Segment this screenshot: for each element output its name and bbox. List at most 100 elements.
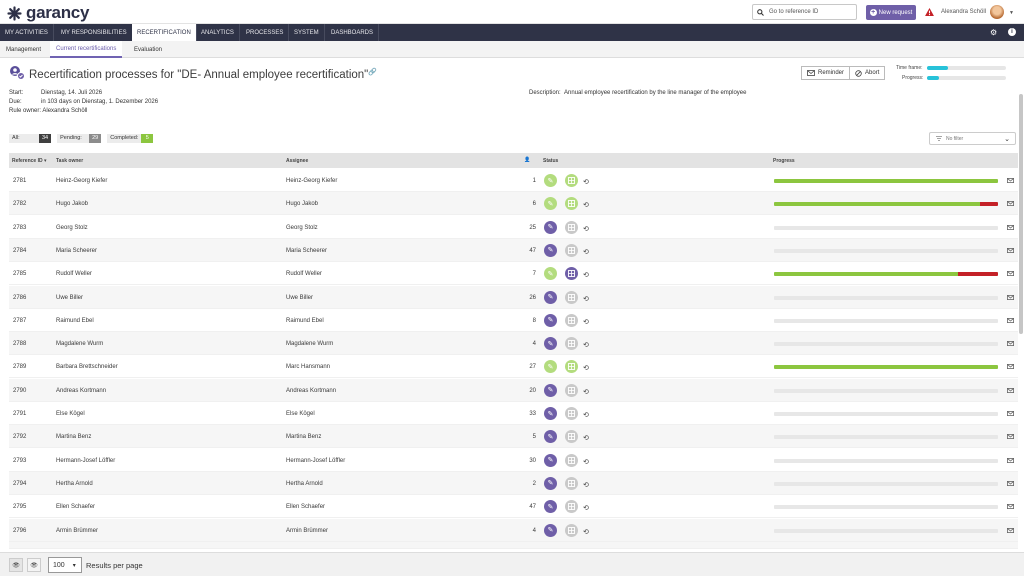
mail-icon[interactable] xyxy=(1007,527,1014,535)
edit-status-icon[interactable]: ✎ xyxy=(544,360,557,374)
nav-analytics[interactable]: ANALYTICS xyxy=(196,24,240,41)
tab-evaluation[interactable]: Evaluation xyxy=(134,46,163,53)
history-icon[interactable]: ⟲ xyxy=(583,342,589,350)
table-row[interactable]: 2795 Ellen Schaefer Ellen Schaefer 47 ✎ ⟲ xyxy=(9,495,1018,519)
edit-status-icon[interactable]: ✎ xyxy=(544,337,557,351)
history-icon[interactable]: ⟲ xyxy=(583,435,589,443)
approval-status-icon[interactable] xyxy=(565,313,578,327)
cell-reference-id[interactable]: 2792 xyxy=(13,434,27,441)
mail-icon[interactable] xyxy=(1007,504,1014,511)
nav-system[interactable]: SYSTEM xyxy=(289,24,325,41)
col-progress[interactable]: Progress xyxy=(773,158,795,164)
approval-status-icon[interactable] xyxy=(565,476,578,490)
mail-icon[interactable] xyxy=(1007,364,1014,371)
table-row[interactable]: 2793 Hermann-Josef Löffler Hermann-Josef L… xyxy=(9,449,1018,472)
cell-reference-id[interactable]: 2786 xyxy=(13,294,27,301)
history-icon[interactable]: ⟲ xyxy=(583,505,589,513)
table-row[interactable]: 2788 Magdalene Wurm Magdalene Wurm 4 ✎ ⟲ xyxy=(9,332,1018,356)
approval-status-icon[interactable] xyxy=(565,383,578,397)
table-row[interactable]: 2786 Uwe Biller Uwe Biller 26 ✎ ⟲ xyxy=(9,285,1018,309)
mail-icon[interactable] xyxy=(1007,457,1014,465)
history-icon[interactable]: ⟲ xyxy=(583,295,589,303)
mail-icon[interactable] xyxy=(1007,480,1014,488)
table-row[interactable]: 2782 Hugo Jakob Hugo Jakob 6 ✎ ⟲ xyxy=(9,192,1018,216)
cell-reference-id[interactable]: 2788 xyxy=(13,341,27,348)
edit-status-icon[interactable]: ✎ xyxy=(544,383,557,397)
approval-status-icon[interactable] xyxy=(565,407,578,420)
history-icon[interactable]: ⟲ xyxy=(583,225,589,233)
col-task-owner[interactable]: Task owner xyxy=(56,158,84,164)
filter-select[interactable]: No filter ⌄ xyxy=(929,132,1016,145)
reminder-button[interactable]: Reminder xyxy=(801,66,851,80)
mail-icon[interactable] xyxy=(1007,224,1014,232)
counter-all[interactable]: All: 34 xyxy=(9,134,52,143)
garancy-logo[interactable]: garancy xyxy=(7,3,89,23)
nav-processes[interactable]: PROCESSES xyxy=(241,24,290,41)
history-icon[interactable]: ⟲ xyxy=(583,318,589,326)
mail-icon[interactable] xyxy=(1007,271,1014,278)
cell-reference-id[interactable]: 2789 xyxy=(13,364,27,371)
mail-icon[interactable] xyxy=(1007,341,1014,348)
warning-icon[interactable] xyxy=(925,8,934,16)
col-reference-id[interactable]: Reference ID ▾ xyxy=(12,158,47,164)
cell-reference-id[interactable]: 2795 xyxy=(13,504,27,511)
edit-status-icon[interactable]: ✎ xyxy=(544,523,557,537)
user-avatar[interactable] xyxy=(990,5,1004,19)
show-visible-button[interactable]: 👁 xyxy=(9,558,23,572)
table-row[interactable]: 2783 Georg Stolz Georg Stolz 25 ✎ ⟲ xyxy=(9,216,1018,239)
nav-recertification[interactable]: RECERTIFICATION xyxy=(132,24,197,41)
table-row[interactable]: 2789 Barbara Brettschneider Marc Hansmann 2… xyxy=(9,355,1018,379)
edit-status-icon[interactable]: ✎ xyxy=(544,267,557,281)
edit-status-icon[interactable]: ✎ xyxy=(544,290,557,304)
table-row[interactable]: 2785 Rudolf Weller Rudolf Weller 7 ✎ ⟲ xyxy=(9,262,1018,286)
table-row[interactable]: 2796 Armin Brümmer Armin Brümmer 4 ✎ ⟲ xyxy=(9,518,1018,542)
edit-status-icon[interactable]: ✎ xyxy=(544,197,557,211)
edit-status-icon[interactable]: ✎ xyxy=(544,243,557,257)
edit-status-icon[interactable]: ✎ xyxy=(544,407,557,420)
table-row[interactable]: 2784 Maria Scheerer Maria Scheerer 47 ✎ ⟲ xyxy=(9,238,1018,262)
page-size-select[interactable]: 100 ▾ xyxy=(48,557,82,573)
cell-reference-id[interactable]: 2783 xyxy=(13,224,27,231)
edit-status-icon[interactable]: ✎ xyxy=(544,174,557,187)
mail-icon[interactable] xyxy=(1007,387,1014,395)
cell-reference-id[interactable]: 2793 xyxy=(13,457,27,464)
approval-status-icon[interactable] xyxy=(565,243,578,257)
history-icon[interactable]: ⟲ xyxy=(583,272,589,280)
tab-current-recertifications[interactable]: Current recertifications xyxy=(50,41,123,58)
cell-reference-id[interactable]: 2782 xyxy=(13,201,27,208)
cell-reference-id[interactable]: 2781 xyxy=(13,178,27,184)
new-request-button[interactable]: + New request xyxy=(866,5,916,20)
mail-icon[interactable] xyxy=(1007,317,1014,325)
cell-reference-id[interactable]: 2787 xyxy=(13,317,27,324)
approval-status-icon[interactable] xyxy=(565,337,578,351)
history-icon[interactable]: ⟲ xyxy=(583,365,589,373)
history-icon[interactable]: ⟲ xyxy=(583,179,589,186)
history-icon[interactable]: ⟲ xyxy=(583,202,589,210)
table-row[interactable]: 2792 Martina Benz Martina Benz 5 ✎ ⟲ xyxy=(9,425,1018,449)
show-hidden-button[interactable]: 👁 xyxy=(27,558,41,572)
cell-reference-id[interactable]: 2785 xyxy=(13,271,27,278)
approval-status-icon[interactable] xyxy=(565,220,578,234)
nav-dashboards[interactable]: DASHBOARDS xyxy=(326,24,380,41)
counter-completed[interactable]: Completed: 5 xyxy=(107,134,154,143)
counter-pending[interactable]: Pending: 29 xyxy=(57,134,102,143)
edit-status-icon[interactable]: ✎ xyxy=(544,476,557,490)
user-menu-caret-icon[interactable]: ▼ xyxy=(1009,10,1014,16)
edit-status-icon[interactable]: ✎ xyxy=(544,453,557,467)
mail-icon[interactable] xyxy=(1007,411,1014,418)
mail-icon[interactable] xyxy=(1007,201,1014,208)
history-icon[interactable]: ⟲ xyxy=(583,481,589,489)
edit-status-icon[interactable]: ✎ xyxy=(544,313,557,327)
approval-status-icon[interactable] xyxy=(565,197,578,211)
approval-status-icon[interactable] xyxy=(565,267,578,281)
table-row[interactable]: 2794 Hertha Arnold Hertha Arnold 2 ✎ ⟲ xyxy=(9,471,1018,495)
mail-icon[interactable] xyxy=(1007,434,1014,441)
history-icon[interactable]: ⟲ xyxy=(583,248,589,256)
history-icon[interactable]: ⟲ xyxy=(583,528,589,536)
mail-icon[interactable] xyxy=(1007,294,1014,302)
cell-reference-id[interactable]: 2794 xyxy=(13,480,27,487)
col-status[interactable]: Status xyxy=(543,158,559,164)
settings-gear-icon[interactable]: ⚙ xyxy=(990,28,998,37)
nav-my-activities[interactable]: MY ACTIVITIES xyxy=(0,24,54,41)
nav-my-responsibilities[interactable]: MY RESPONSIBILITIES xyxy=(56,24,133,41)
